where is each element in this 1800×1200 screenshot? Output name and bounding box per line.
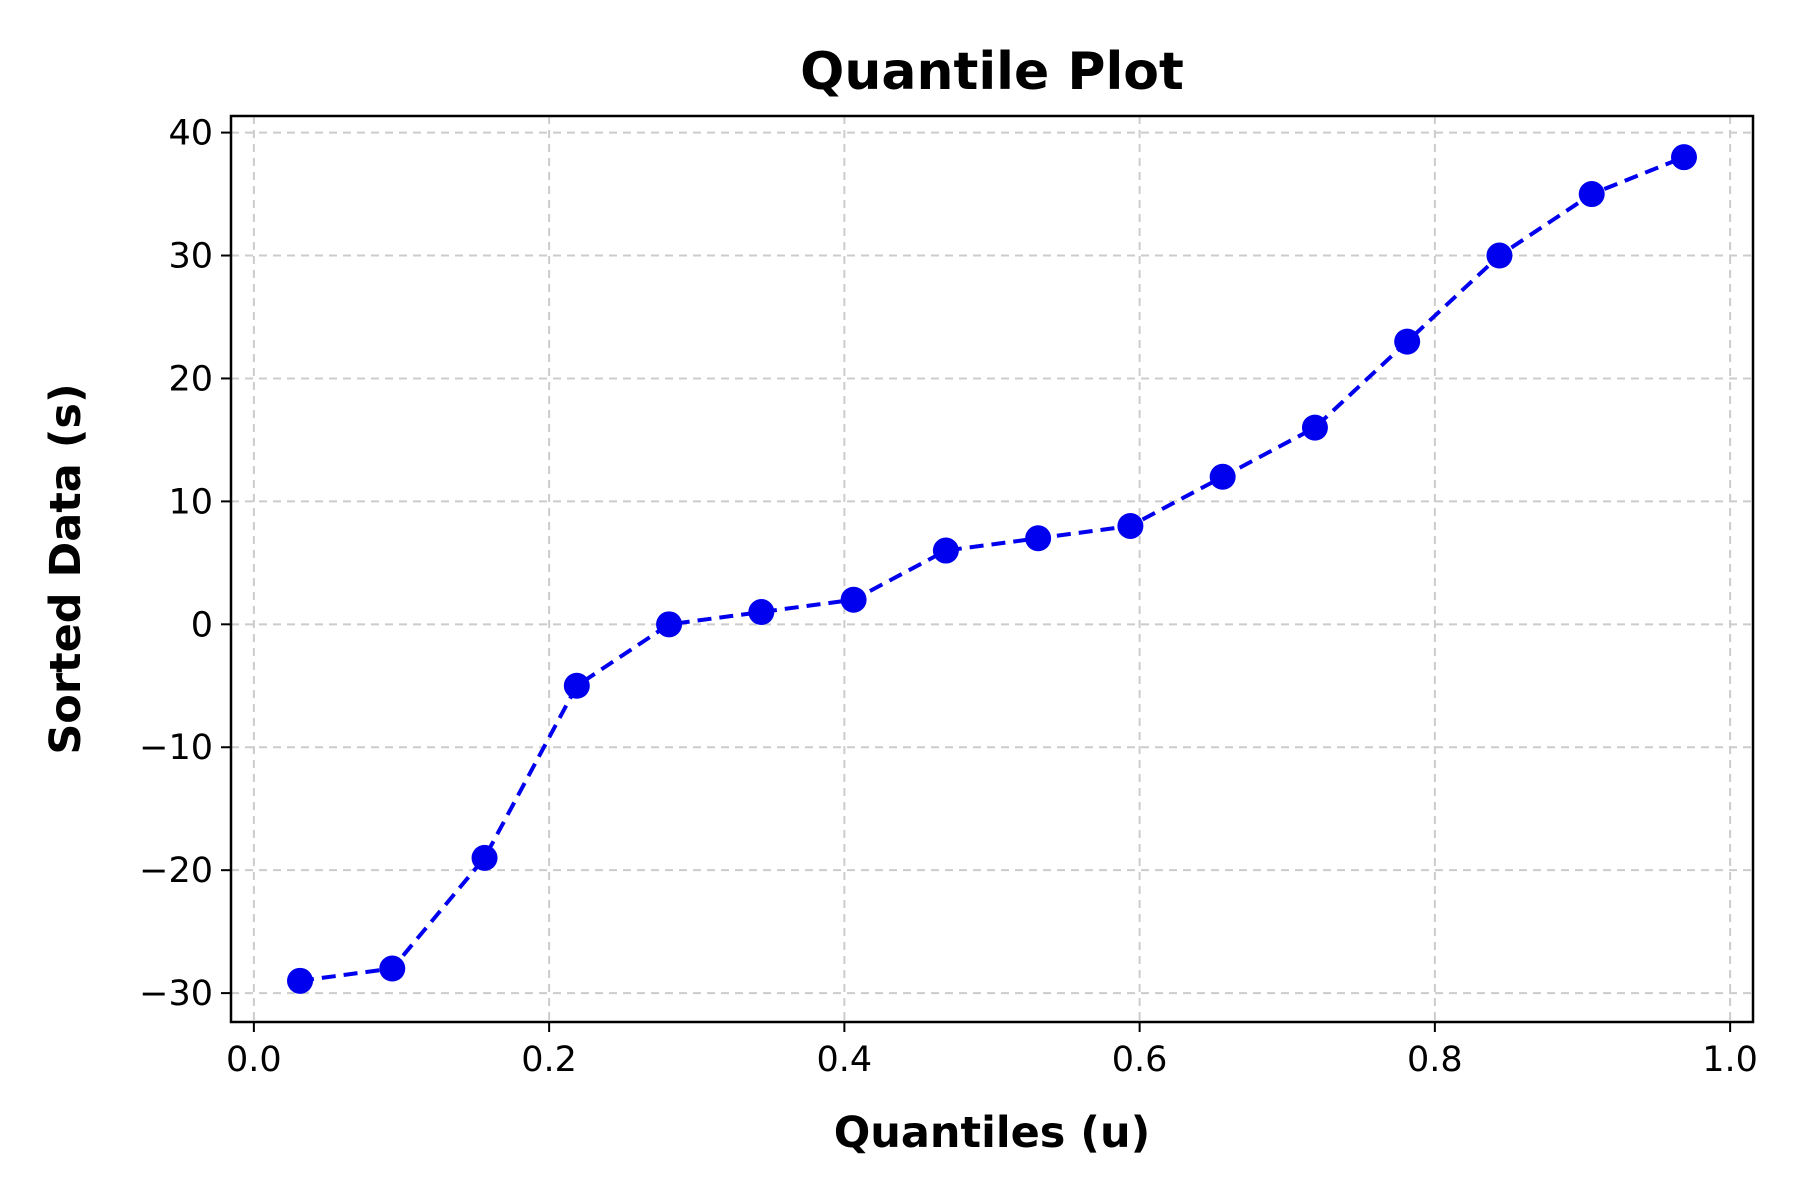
data-point xyxy=(1301,414,1328,441)
x-axis-ticks: 0.0 0.2 0.4 0.6 0.8 1.0 xyxy=(226,1022,1758,1080)
plot-frame xyxy=(229,114,1755,1024)
y-tick-label: −20 xyxy=(139,851,213,891)
series-line xyxy=(299,155,1685,983)
chart-title: Quantile Plot xyxy=(800,42,1184,102)
data-point xyxy=(748,599,775,626)
data-point xyxy=(1209,463,1236,490)
data-point xyxy=(563,672,590,699)
data-point xyxy=(932,537,959,564)
y-tick-label: 40 xyxy=(168,114,213,154)
x-tick-label: 0.4 xyxy=(817,1040,873,1080)
data-point xyxy=(1486,242,1513,269)
y-tick-label: −30 xyxy=(139,974,213,1014)
y-tick-label: −10 xyxy=(139,728,213,768)
x-tick-label: 0.6 xyxy=(1112,1040,1168,1080)
x-tick-label: 0.0 xyxy=(226,1040,282,1080)
y-axis-ticks: −30 −20 −10 0 10 20 30 40 xyxy=(139,114,231,1014)
y-tick-label: 10 xyxy=(168,482,213,522)
grid xyxy=(231,116,1753,1022)
x-tick-label: 0.2 xyxy=(521,1040,577,1080)
y-tick-label: 30 xyxy=(168,237,213,277)
data-point xyxy=(1578,181,1605,208)
x-axis-label: Quantiles (u) xyxy=(834,1108,1150,1158)
data-point xyxy=(1025,525,1052,552)
y-axis-label: Sorted Data (s) xyxy=(41,383,91,754)
data-point xyxy=(287,967,314,994)
data-point xyxy=(840,586,867,613)
data-point xyxy=(1117,512,1144,539)
data-point xyxy=(1394,328,1421,355)
data-point xyxy=(1670,144,1697,171)
y-tick-label: 20 xyxy=(168,359,213,399)
data-point xyxy=(656,611,683,638)
y-tick-label: 0 xyxy=(191,605,213,645)
data-point xyxy=(379,955,406,982)
series-group xyxy=(287,144,1697,994)
x-tick-label: 0.8 xyxy=(1407,1040,1463,1080)
x-tick-label: 1.0 xyxy=(1702,1040,1758,1080)
data-point xyxy=(471,844,498,871)
